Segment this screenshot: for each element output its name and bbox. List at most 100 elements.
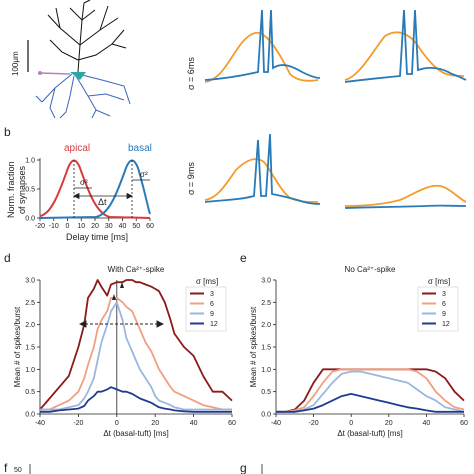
xtick-label: 0 — [115, 420, 119, 427]
series-line-sigma-6 — [40, 296, 232, 411]
orange-trace — [344, 184, 467, 207]
stimulation-electrode — [38, 71, 71, 75]
sigma-right-label: σ² — [140, 170, 148, 179]
legend-entry: 3 — [442, 291, 446, 298]
chart-title: No Ca²⁺-spike — [345, 265, 396, 274]
x-axis-label: Δt (basal-tuft) [ms] — [337, 429, 402, 438]
xtick-label: 0 — [349, 420, 353, 427]
y-axis-label: Mean # of spikes/burst — [13, 306, 22, 387]
panel-b-axes — [39, 158, 150, 219]
basal-gaussian — [39, 159, 151, 219]
legend-title: σ [ms] — [428, 277, 450, 286]
panel-letter-e: e — [240, 251, 247, 265]
panel-letter-d: d — [4, 251, 11, 265]
delay-markers — [73, 160, 133, 218]
panel-b-xlabel: Delay time [ms] — [66, 232, 128, 242]
ytick-label: 0.0 — [25, 216, 35, 223]
xtick-label: -10 — [49, 223, 59, 230]
xtick-label: 60 — [228, 420, 236, 427]
delta-t-arrow — [73, 192, 133, 200]
xtick-label: 40 — [190, 420, 198, 427]
ytick-label: 2.0 — [25, 322, 35, 329]
xtick-label: 50 — [132, 223, 140, 230]
legend-entry: 9 — [210, 311, 214, 318]
panel-letter-g: g — [240, 461, 247, 474]
ytick-label: 3.0 — [261, 278, 271, 285]
ytick-label: 3.0 — [25, 278, 35, 285]
xtick-label: -20 — [73, 420, 83, 427]
xtick-label: -20 — [309, 420, 319, 427]
trace-bottom-right — [344, 184, 467, 209]
ytick-label: 1.0 — [25, 158, 35, 165]
ytick-label: 1.5 — [261, 345, 271, 352]
xtick-label: 20 — [91, 223, 99, 230]
panel-a: 100μm — [11, 0, 131, 119]
sigma-label-top: σ = 6ms — [186, 57, 196, 90]
panel-b-ylabel-1: Norm. fraction — [6, 161, 16, 218]
xtick-label: 60 — [460, 420, 468, 427]
sigma-left-label: σ² — [80, 178, 88, 187]
legend-entry: 12 — [442, 321, 450, 328]
series-line-sigma-9 — [276, 370, 465, 413]
xtick-label: 30 — [105, 223, 113, 230]
panel-f-tick: 50 — [14, 467, 22, 474]
panel-b-yticks: 0.0 0.5 1.0 — [25, 158, 40, 223]
legend-entry: 12 — [210, 321, 218, 328]
ytick-label: 1.0 — [261, 367, 271, 374]
blue-trace — [344, 204, 467, 209]
ytick-label: 0.5 — [261, 389, 271, 396]
orange-trace — [344, 31, 465, 81]
trace-bottom-left — [204, 133, 321, 205]
basal-dendrites — [35, 73, 131, 119]
fwhm-arrow — [78, 320, 165, 328]
trace-top-right — [344, 9, 467, 83]
series-line-sigma-6 — [276, 368, 465, 413]
ytick-label: 2.5 — [261, 300, 271, 307]
peak-markers — [112, 282, 124, 300]
xtick-label: 40 — [119, 223, 127, 230]
legend-entry: 3 — [210, 291, 214, 298]
legend-entry: 9 — [442, 311, 446, 318]
ytick-label: 0.5 — [25, 389, 35, 396]
delta-t-label: Δt — [98, 197, 107, 207]
ytick-label: 0.0 — [25, 412, 35, 419]
ytick-label: 0.5 — [25, 187, 35, 194]
series-line-sigma-12 — [40, 386, 232, 413]
sigma-arrows — [74, 179, 150, 189]
xtick-label: -20 — [35, 223, 45, 230]
trace-top-left — [204, 9, 321, 83]
y-axis-label: Mean # of spikes/burst — [249, 306, 258, 387]
xtick-label: 0 — [66, 223, 70, 230]
panel-b-xticks: -20 -10 0 10 20 30 40 50 60 — [35, 218, 154, 230]
apical-gaussian — [39, 159, 151, 219]
ytick-label: 0.0 — [261, 412, 271, 419]
series-line-sigma-9 — [40, 301, 232, 411]
apical-dendrites — [47, 0, 127, 73]
series-line-sigma-12 — [276, 392, 464, 413]
blue-trace — [204, 9, 321, 81]
xtick-label: 40 — [423, 420, 431, 427]
panel-letter-b: b — [4, 125, 11, 139]
panel-b-ylabel-2: of synapses — [17, 165, 27, 214]
legend-entry: 6 — [210, 301, 214, 308]
chart-no-ca-spike: No Ca²⁺-spike 0.0 0.5 1.0 1.5 2.0 2.5 3.0 -40 -20… — [249, 265, 468, 438]
scale-bar-label: 100μm — [11, 51, 20, 76]
panel-letter-f: f — [4, 461, 8, 474]
panel-b: b apical basal Norm. fraction of synapse… — [4, 125, 154, 242]
ytick-label: 2.0 — [261, 322, 271, 329]
basal-label: basal — [128, 143, 152, 154]
xtick-label: -40 — [271, 420, 281, 427]
chart-title: With Ca²⁺-spike — [108, 265, 165, 274]
xtick-label: 20 — [385, 420, 393, 427]
x-axis-label: Δt (basal-tuft) [ms] — [103, 429, 168, 438]
soma — [70, 72, 86, 80]
xtick-label: 10 — [77, 223, 85, 230]
ytick-label: 1.0 — [25, 367, 35, 374]
ytick-label: 1.5 — [25, 345, 35, 352]
apical-label: apical — [64, 143, 90, 154]
xtick-label: -40 — [35, 420, 45, 427]
xtick-label: 20 — [151, 420, 159, 427]
xtick-label: 60 — [146, 223, 154, 230]
orange-trace — [204, 31, 319, 83]
